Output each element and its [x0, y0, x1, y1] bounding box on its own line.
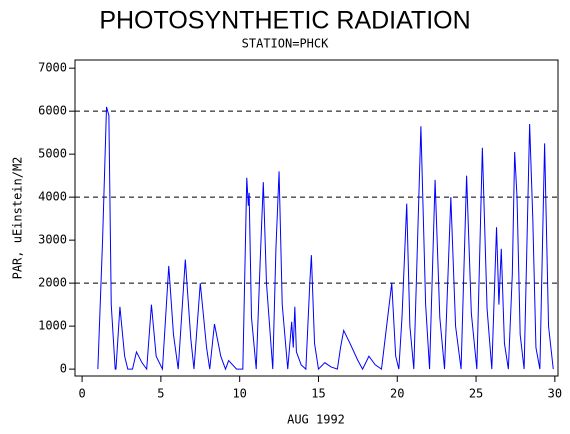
x-tick-label: 15: [311, 387, 325, 401]
y-axis-label: PAR, uEinstein/M2: [11, 157, 25, 280]
chart-title: PHOTOSYNTHETIC RADIATION: [99, 7, 470, 35]
x-tick-label: 0: [78, 387, 85, 401]
x-tick-label: 5: [157, 387, 164, 401]
y-tick-label: 5000: [38, 147, 67, 161]
x-axis-label: AUG 1992: [287, 413, 345, 427]
x-tick-label: 20: [390, 387, 404, 401]
y-tick-label: 0: [60, 362, 67, 376]
y-tick-label: 3000: [38, 233, 67, 247]
y-tick-label: 7000: [38, 61, 67, 75]
y-tick-label: 6000: [38, 104, 67, 118]
y-tick-label: 4000: [38, 190, 67, 204]
y-tick-label: 2000: [38, 276, 67, 290]
data-line: [97, 106, 554, 372]
x-tick-label: 30: [548, 387, 562, 401]
x-tick-label: 10: [232, 387, 246, 401]
y-tick-label: 1000: [38, 319, 67, 333]
plot-frame: [74, 59, 559, 377]
chart-subtitle: STATION=PHCK: [242, 37, 329, 51]
x-tick-label: 25: [469, 387, 483, 401]
